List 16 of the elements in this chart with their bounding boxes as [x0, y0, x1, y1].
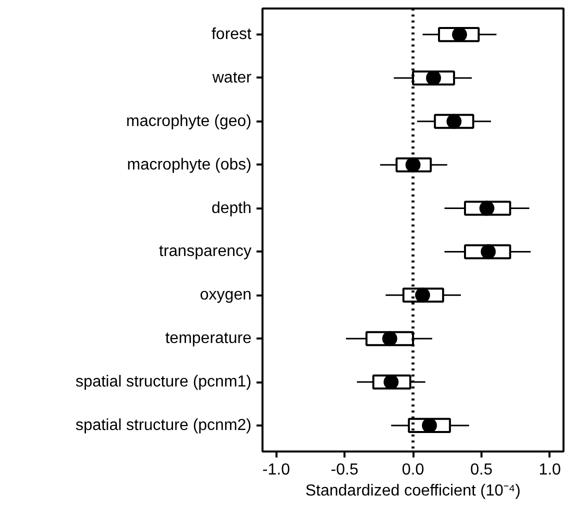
y-tick-label: oxygen: [200, 286, 252, 304]
y-tick-label: macrophyte (geo): [126, 112, 252, 130]
y-tick-label: spatial structure (pcnm1): [75, 374, 252, 391]
x-tick-label: 1.0: [538, 462, 562, 478]
y-tick-label: forest: [211, 26, 252, 44]
y-tick-label: transparency: [159, 243, 252, 260]
x-tick-label: 0.0: [402, 462, 424, 478]
x-axis-title: Standardized coefficient (10⁻⁴): [305, 482, 521, 500]
y-tick-label: temperature: [165, 330, 252, 348]
y-tick-label: spatial structure (pcnm2): [75, 416, 252, 434]
x-tick-label: -1.0: [262, 462, 290, 478]
y-tick-label: depth: [211, 200, 252, 217]
x-tick-label: 0.5: [470, 462, 493, 478]
y-tick-label: water: [211, 69, 252, 86]
x-tick-label: -0.5: [330, 462, 358, 478]
y-tick-label: macrophyte (obs): [127, 156, 252, 174]
